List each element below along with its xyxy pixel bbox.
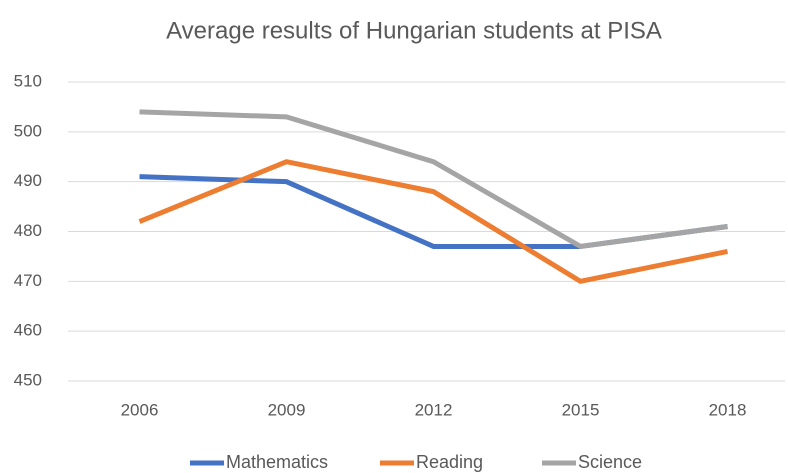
series-line [138,159,728,284]
series-line [139,109,728,249]
x-tick-label: 2018 [709,400,747,419]
x-tick-label: 2015 [562,400,600,419]
y-tick-label: 510 [14,71,42,90]
y-tick-label: 500 [14,121,42,140]
legend-label: Mathematics [226,452,328,472]
y-tick-label: 490 [14,171,42,190]
y-tick-label: 460 [14,321,42,340]
x-tick-label: 2009 [268,400,306,419]
y-tick-label: 480 [14,221,42,240]
y-tick-label: 470 [14,271,42,290]
x-tick-label: 2012 [415,400,453,419]
x-tick-label: 2006 [121,400,159,419]
legend-label: Reading [416,452,483,472]
chart-title: Average results of Hungarian students at… [166,17,662,44]
y-tick-label: 450 [14,370,42,389]
legend-label: Science [578,452,642,472]
